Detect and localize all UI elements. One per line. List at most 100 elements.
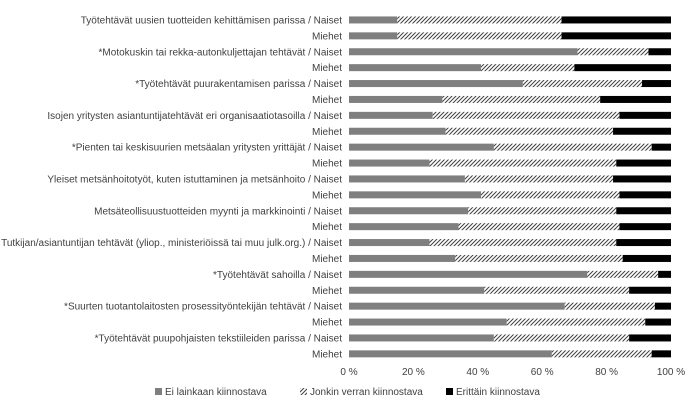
bar-segment-series-3	[629, 334, 671, 342]
bar-segment-series-1	[349, 48, 578, 56]
bar-segment-series-3	[648, 48, 671, 56]
bar-segment-series-3	[619, 191, 671, 199]
category-label: Miehet	[312, 63, 342, 74]
bar-segment-series-2	[506, 318, 646, 326]
bar-segment-series-1	[349, 191, 482, 199]
bar-segment-series-2	[464, 175, 614, 183]
bar-segment-series-3	[574, 64, 671, 72]
bar-segment-series-2	[484, 286, 630, 294]
bar-segment-series-2	[481, 191, 620, 199]
bar-segment-series-1	[349, 80, 523, 88]
bar-segment-series-3	[629, 286, 671, 294]
category-label: *Työtehtävät puupohjaisten tekstiileiden…	[95, 333, 343, 344]
category-label: Isojen yritysten asiantuntijatehtävät er…	[47, 111, 342, 122]
bar-segment-series-1	[349, 254, 456, 262]
bar-segment-series-1	[349, 16, 398, 24]
category-label: Miehet	[312, 127, 342, 138]
bar-segment-series-2	[493, 143, 652, 151]
category-label: Miehet	[312, 95, 342, 106]
bar-segment-series-2	[397, 32, 562, 40]
x-tick-label: 0 %	[340, 367, 357, 378]
bar-segment-series-2	[458, 223, 620, 231]
category-label: *Työtehtävät puurakentamisen parissa / N…	[135, 79, 342, 90]
x-axis: 0 % 20 % 40 % 60 % 80 % 100 %	[340, 367, 685, 378]
bar-segment-series-1	[349, 127, 446, 135]
bar-segment-series-1	[349, 334, 494, 342]
bar-segment-series-1	[349, 223, 459, 231]
bar-segment-series-1	[349, 32, 398, 40]
bar-segment-series-1	[349, 143, 494, 151]
legend-swatch	[446, 388, 453, 395]
bar-segment-series-1	[349, 286, 485, 294]
x-tick-label: 20 %	[402, 367, 425, 378]
legend: Ei lainkaan kiinnostava Jonkin verran kii…	[155, 387, 540, 398]
bar-segment-series-2	[468, 207, 617, 215]
bar-segment-series-1	[349, 95, 443, 103]
bar-segment-series-2	[429, 159, 617, 167]
bar-segment-series-3	[654, 302, 671, 310]
category-label: Miehet	[312, 222, 342, 233]
x-tick-label: 80 %	[595, 367, 618, 378]
bar-segment-series-3	[616, 159, 671, 167]
bar-segment-series-2	[481, 64, 575, 72]
bar-segment-series-3	[658, 270, 671, 278]
bar-segment-series-2	[445, 127, 614, 135]
category-label: Miehet	[312, 254, 342, 265]
bar-segment-series-3	[613, 175, 671, 183]
bar-segment-series-2	[397, 16, 562, 24]
bar-segment-series-3	[619, 223, 671, 231]
bar-segment-series-3	[645, 318, 671, 326]
bar-segment-series-3	[561, 32, 671, 40]
bar-segment-series-1	[349, 318, 507, 326]
bar-segment-series-2	[564, 302, 655, 310]
legend-label: Erittäin kiinnostava	[456, 387, 540, 398]
legend-swatch	[300, 388, 307, 395]
bar-segment-series-1	[349, 270, 588, 278]
bar-segment-series-2	[432, 111, 620, 119]
bar-segment-series-2	[455, 254, 623, 262]
bars-group	[349, 16, 671, 358]
category-label: Tutkijan/asiantuntijan tehtävät (yliop.,…	[1, 238, 342, 249]
category-label: *Suurten tuotantolaitosten prosessityönt…	[64, 302, 342, 313]
category-label: Yleiset metsänhoitotyöt, kuten istuttami…	[47, 174, 342, 185]
bar-segment-series-3	[600, 95, 671, 103]
x-tick-label: 60 %	[531, 367, 554, 378]
legend-swatch	[155, 388, 162, 395]
bar-segment-series-3	[561, 16, 671, 24]
category-label: Miehet	[312, 286, 342, 297]
bar-segment-series-2	[493, 334, 630, 342]
bar-segment-series-3	[616, 207, 671, 215]
bar-segment-series-1	[349, 175, 465, 183]
bar-segment-series-3	[619, 111, 671, 119]
category-label: Miehet	[312, 349, 342, 360]
bar-segment-series-2	[551, 350, 652, 358]
category-label: Metsäteollisuustuotteiden myynti ja mark…	[94, 206, 342, 217]
bar-segment-series-3	[651, 143, 671, 151]
bar-segment-series-2	[442, 95, 601, 103]
bar-segment-series-3	[616, 239, 671, 247]
category-label: Miehet	[312, 190, 342, 201]
x-tick-label: 100 %	[657, 367, 685, 378]
bar-segment-series-3	[622, 254, 671, 262]
x-tick-label: 40 %	[466, 367, 489, 378]
bar-segment-series-3	[651, 350, 671, 358]
category-label: *Työtehtävät sahoilla / Naiset	[213, 270, 342, 281]
category-label: Miehet	[312, 159, 342, 170]
bar-segment-series-2	[577, 48, 649, 56]
category-label: Miehet	[312, 318, 342, 329]
bar-segment-series-2	[587, 270, 659, 278]
bar-segment-series-2	[429, 239, 617, 247]
category-label: *Motokuskin tai rekka-autonkuljettajan t…	[99, 47, 343, 58]
bar-segment-series-1	[349, 64, 482, 72]
bar-segment-series-1	[349, 239, 430, 247]
category-labels: Työtehtävät uusien tuotteiden kehittämis…	[1, 15, 342, 360]
legend-label: Jonkin verran kiinnostava	[310, 387, 423, 398]
category-label: Työtehtävät uusien tuotteiden kehittämis…	[81, 15, 342, 26]
bar-segment-series-1	[349, 159, 430, 167]
bar-segment-series-1	[349, 207, 469, 215]
category-label: *Pienten tai keskisuurien metsäalan yrit…	[72, 143, 342, 154]
bar-segment-series-1	[349, 350, 552, 358]
bar-segment-series-1	[349, 111, 433, 119]
bar-segment-series-3	[613, 127, 671, 135]
